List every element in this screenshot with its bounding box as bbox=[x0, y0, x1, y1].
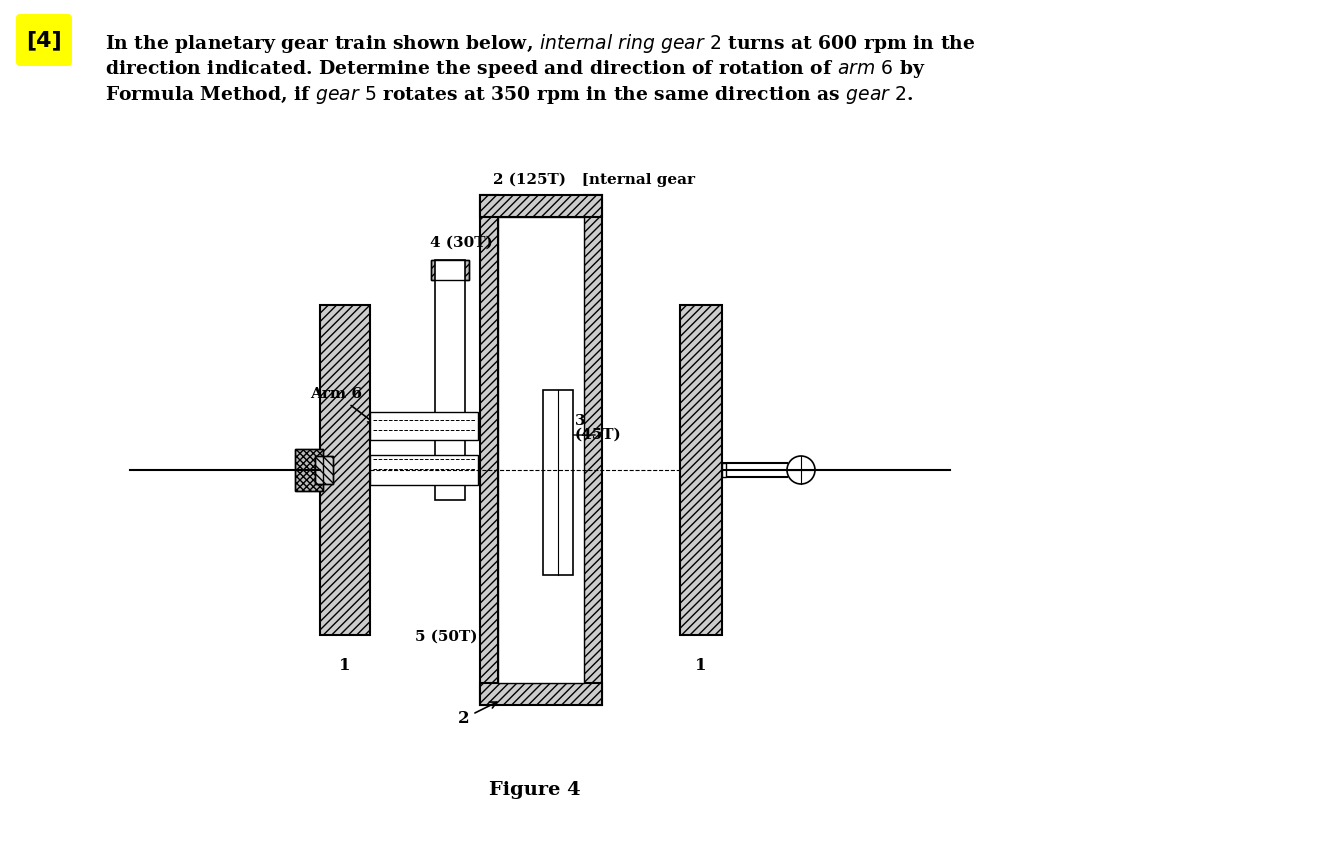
Text: In the planetary gear train shown below, $\mathit{internal\ ring\ gear\ 2}$ turn: In the planetary gear train shown below,… bbox=[105, 32, 976, 55]
Bar bbox=[295, 449, 323, 491]
Bar bbox=[432, 260, 469, 280]
Bar bbox=[481, 195, 602, 217]
Text: 4 (30T): 4 (30T) bbox=[430, 236, 493, 250]
Bar bbox=[315, 456, 334, 484]
Bar bbox=[320, 305, 369, 635]
FancyBboxPatch shape bbox=[16, 14, 71, 66]
Text: direction indicated. Determine the speed and direction of rotation of $\mathit{a: direction indicated. Determine the speed… bbox=[105, 58, 925, 80]
Bar bbox=[543, 390, 573, 575]
Bar bbox=[432, 260, 469, 280]
Bar bbox=[481, 683, 602, 705]
Text: (45T): (45T) bbox=[575, 428, 622, 442]
Bar bbox=[681, 305, 722, 635]
Bar bbox=[369, 412, 478, 440]
Text: 2 (125T)   [nternal gear: 2 (125T) [nternal gear bbox=[493, 173, 695, 187]
Bar bbox=[481, 195, 498, 705]
Text: 1: 1 bbox=[695, 657, 707, 674]
Text: [4]: [4] bbox=[26, 30, 62, 50]
Bar bbox=[295, 449, 323, 491]
Text: Figure 4: Figure 4 bbox=[489, 781, 581, 799]
Bar bbox=[315, 456, 334, 484]
Bar bbox=[722, 463, 726, 477]
Bar bbox=[436, 260, 465, 500]
Bar bbox=[584, 195, 602, 705]
Bar bbox=[369, 455, 478, 485]
Bar bbox=[498, 217, 584, 683]
Text: 5 (50T): 5 (50T) bbox=[414, 630, 478, 644]
Text: Formula Method, if $\mathit{gear\ 5}$ rotates at 350 rpm in the same direction a: Formula Method, if $\mathit{gear\ 5}$ ro… bbox=[105, 84, 914, 106]
Text: 1: 1 bbox=[339, 657, 351, 674]
Text: 3: 3 bbox=[575, 414, 585, 428]
Text: 2: 2 bbox=[458, 702, 496, 727]
Text: Arm 6: Arm 6 bbox=[310, 387, 375, 423]
